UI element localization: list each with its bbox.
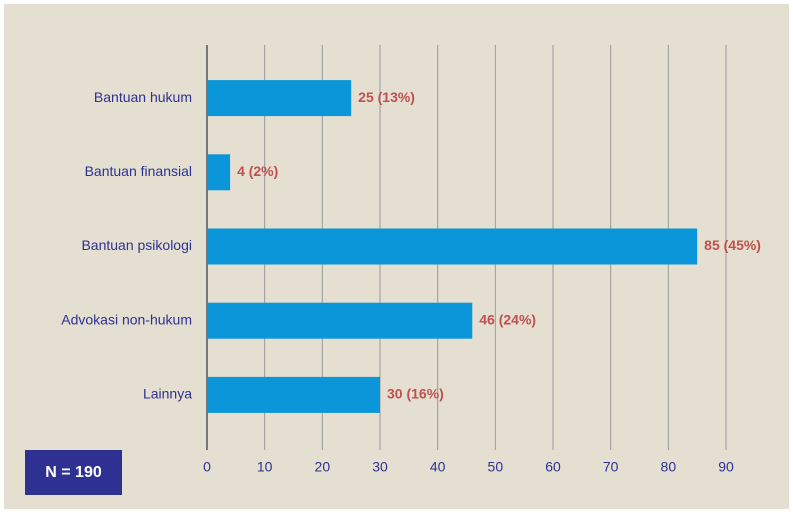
y-tick-label: Advokasi non-hukum <box>61 311 192 327</box>
bar <box>207 302 473 339</box>
bar <box>207 154 231 191</box>
data-label: 25 (13%) <box>358 89 415 105</box>
y-tick-label: Bantuan hukum <box>94 89 192 105</box>
data-label: 30 (16%) <box>387 386 444 402</box>
x-tick-label: 50 <box>488 459 504 475</box>
bar <box>207 228 698 265</box>
data-label: 4 (2%) <box>237 163 278 179</box>
bar <box>207 80 352 117</box>
x-tick-label: 80 <box>661 459 677 475</box>
x-tick-label: 90 <box>718 459 734 475</box>
bar <box>207 376 380 413</box>
x-tick-label: 10 <box>257 459 273 475</box>
x-tick-label: 20 <box>315 459 331 475</box>
x-tick-label: 40 <box>430 459 446 475</box>
annotation: N = 190 <box>45 464 102 481</box>
x-tick-label: 30 <box>372 459 388 475</box>
y-tick-label: Lainnya <box>143 386 192 402</box>
data-label: 85 (45%) <box>704 237 761 253</box>
x-tick-label: 60 <box>545 459 561 475</box>
x-tick-label: 0 <box>203 459 211 475</box>
data-label: 46 (24%) <box>479 311 536 327</box>
x-tick-label: 70 <box>603 459 619 475</box>
y-tick-label: Bantuan psikologi <box>81 237 192 253</box>
note-box <box>25 450 122 495</box>
y-tick-label: Bantuan finansial <box>85 163 192 179</box>
